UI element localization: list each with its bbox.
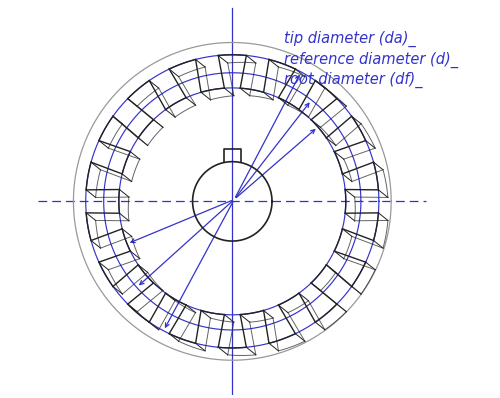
Text: tip diameter (da)_: tip diameter (da)_ bbox=[284, 31, 416, 47]
Text: reference diameter (d)_: reference diameter (d)_ bbox=[284, 51, 459, 68]
Text: root diameter (df)_: root diameter (df)_ bbox=[284, 72, 423, 88]
